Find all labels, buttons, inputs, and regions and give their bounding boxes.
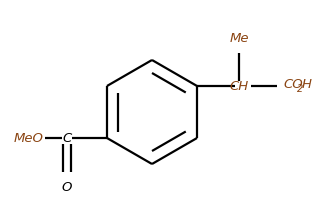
Text: CH: CH xyxy=(230,79,249,92)
Text: C: C xyxy=(62,131,72,144)
Text: Me: Me xyxy=(229,32,249,45)
Text: MeO: MeO xyxy=(14,131,44,144)
Text: CO: CO xyxy=(283,79,303,92)
Text: 2: 2 xyxy=(297,84,303,94)
Text: O: O xyxy=(62,181,72,194)
Text: H: H xyxy=(302,79,312,92)
